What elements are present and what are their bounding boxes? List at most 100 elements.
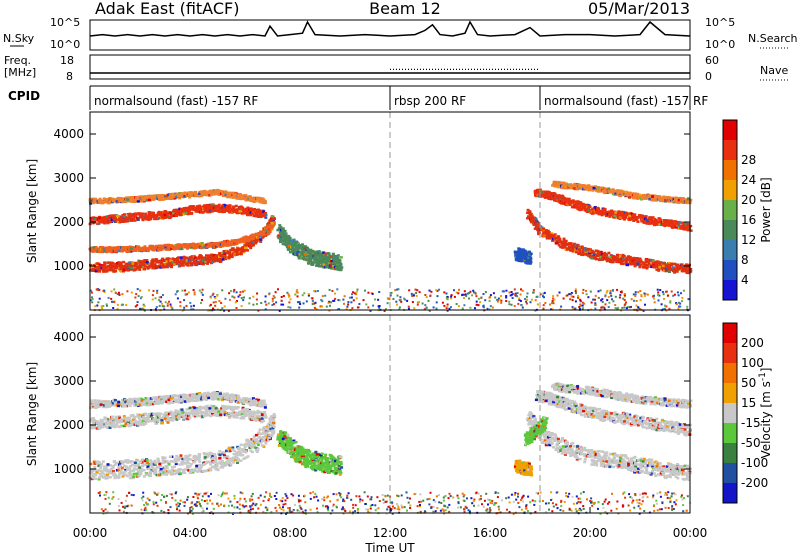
band-point: [593, 209, 597, 213]
band-point: [100, 268, 103, 271]
band-point: [287, 235, 291, 239]
scatter-point: [609, 292, 612, 295]
band-point: [103, 222, 107, 225]
band-point: [337, 267, 341, 270]
band-point: [217, 203, 221, 207]
cpid-label: CPID: [8, 89, 40, 103]
band-point: [137, 259, 141, 263]
band-point: [127, 269, 130, 272]
scatter-point: [362, 299, 365, 302]
band-point: [98, 201, 102, 204]
band-point: [633, 257, 637, 260]
band-point: [115, 264, 119, 267]
band-point: [162, 245, 166, 248]
band-point: [576, 206, 580, 209]
band-point: [139, 195, 142, 198]
band-point: [119, 267, 123, 270]
band-point: [569, 242, 573, 245]
band-point: [271, 225, 274, 228]
band-point: [546, 234, 550, 237]
band-point: [572, 203, 576, 206]
band-point: [164, 243, 168, 247]
scatter-point: [577, 296, 580, 299]
band-point: [284, 232, 288, 235]
scatter-point: [126, 290, 129, 293]
scatter-point: [272, 303, 275, 306]
band-point: [553, 196, 557, 200]
band-point: [260, 197, 264, 200]
band-point: [537, 232, 541, 236]
band-point: [191, 207, 195, 211]
freq-right-tick-bottom: 0: [705, 70, 712, 83]
scatter-point: [350, 301, 353, 304]
band-point: [175, 247, 178, 250]
band-point: [601, 258, 605, 261]
band-point: [135, 198, 139, 201]
scatter-point: [524, 298, 527, 300]
scatter-point: [624, 302, 627, 305]
scatter-point: [330, 301, 333, 304]
band-point: [140, 260, 144, 264]
scatter-point: [328, 288, 331, 291]
band-point: [553, 233, 557, 236]
band-point: [113, 249, 117, 253]
band-point: [277, 236, 281, 239]
band-point: [689, 229, 693, 232]
scatter-point: [216, 294, 219, 297]
band-point: [225, 256, 229, 259]
scatter-point: [579, 298, 582, 301]
band-point: [203, 193, 207, 196]
scatter-point: [653, 301, 656, 304]
band-point: [339, 263, 343, 266]
scatter-point: [525, 300, 528, 303]
scatter-point: [248, 297, 251, 300]
band-point: [169, 261, 173, 265]
scatter-point: [607, 306, 610, 308]
band-point: [657, 269, 661, 272]
band-point: [325, 258, 329, 262]
scatter-point: [314, 301, 317, 304]
scatter-point: [623, 293, 626, 296]
band-point: [199, 260, 203, 263]
band-point: [123, 248, 127, 252]
scatter-point: [661, 291, 664, 293]
cpid-segment-label: normalsound (fast) -157 RF: [94, 94, 258, 108]
band-point: [648, 216, 652, 219]
band-point: [119, 264, 123, 268]
band-point: [95, 218, 99, 222]
band-point: [218, 252, 222, 255]
scatter-point: [161, 305, 164, 308]
band-point: [210, 243, 214, 246]
band-point: [671, 223, 675, 226]
band-point: [176, 245, 180, 248]
band-point: [571, 250, 575, 253]
band-point: [214, 206, 218, 209]
band-point: [628, 214, 632, 218]
scatter-point: [192, 308, 195, 311]
band-point: [147, 194, 151, 198]
band-point: [245, 242, 249, 246]
band-point: [224, 193, 228, 197]
band-point: [330, 255, 334, 258]
band-point: [224, 190, 228, 193]
band-point: [178, 207, 182, 211]
band-point: [233, 239, 237, 243]
scatter-point: [583, 302, 586, 305]
band-point: [576, 187, 579, 191]
band-point: [181, 264, 185, 267]
band-point: [104, 200, 108, 204]
scatter-point: [223, 305, 226, 308]
scatter-point: [378, 291, 381, 293]
band-point: [179, 256, 183, 259]
band-point: [581, 202, 585, 206]
band-point: [158, 260, 162, 263]
band-point: [160, 261, 163, 265]
band-point: [585, 203, 589, 207]
band-point: [636, 260, 640, 264]
scatter-point: [91, 296, 93, 299]
band-point: [639, 260, 642, 264]
band-point: [676, 265, 680, 268]
band-point: [249, 246, 253, 250]
scatter-point: [134, 296, 137, 299]
band-point: [196, 262, 200, 265]
